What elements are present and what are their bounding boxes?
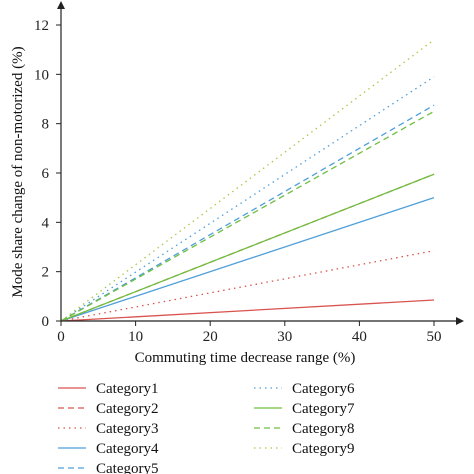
legend-label-category6: Category6	[292, 381, 355, 397]
legend-label-category8: Category8	[292, 421, 354, 437]
y-tick-label: 12	[34, 18, 49, 34]
legend: Category1 Category2 Category3 Category4 Cate…	[58, 381, 355, 474]
series-layer	[60, 39, 435, 322]
series-line-category9	[60, 39, 435, 322]
legend-label-category5: Category5	[96, 461, 158, 474]
x-tick-label: 10	[128, 329, 143, 345]
x-tick-label: 30	[277, 329, 292, 345]
x-axis-title: Commuting time decrease range (%)	[135, 350, 356, 366]
x-tick-label: 20	[203, 329, 218, 345]
legend-label-category2: Category2	[96, 401, 158, 417]
series-line-category1	[60, 299, 435, 322]
x-tick-label: 50	[427, 329, 442, 345]
ticks: 0 10 20 30 40 50 0 2 4 6 8 10 12	[34, 18, 442, 345]
y-tick-label: 2	[42, 265, 50, 281]
y-tick-label: 10	[34, 67, 49, 83]
series-line-category6	[60, 76, 435, 322]
axes	[57, 1, 464, 325]
series-line-category5	[60, 104, 435, 322]
y-tick-label: 6	[42, 166, 50, 182]
y-tick-label: 8	[42, 117, 50, 133]
y-axis-title: Mode share change of non-motorized (%)	[10, 46, 26, 297]
x-tick-label: 0	[57, 329, 65, 345]
legend-label-category1: Category1	[96, 381, 158, 397]
series-line-category7	[60, 173, 435, 322]
y-tick-label: 4	[42, 215, 50, 231]
legend-label-category3: Category3	[96, 421, 158, 437]
legend-label-category7: Category7	[292, 401, 355, 417]
x-tick-label: 40	[352, 329, 367, 345]
legend-label-category9: Category9	[292, 441, 354, 457]
legend-label-category4: Category4	[96, 441, 159, 457]
series-line-category4	[60, 197, 435, 322]
y-axis-arrow	[57, 1, 65, 9]
x-axis-arrow	[456, 317, 464, 325]
y-tick-label: 0	[42, 314, 50, 330]
series-line-category8	[60, 110, 435, 322]
